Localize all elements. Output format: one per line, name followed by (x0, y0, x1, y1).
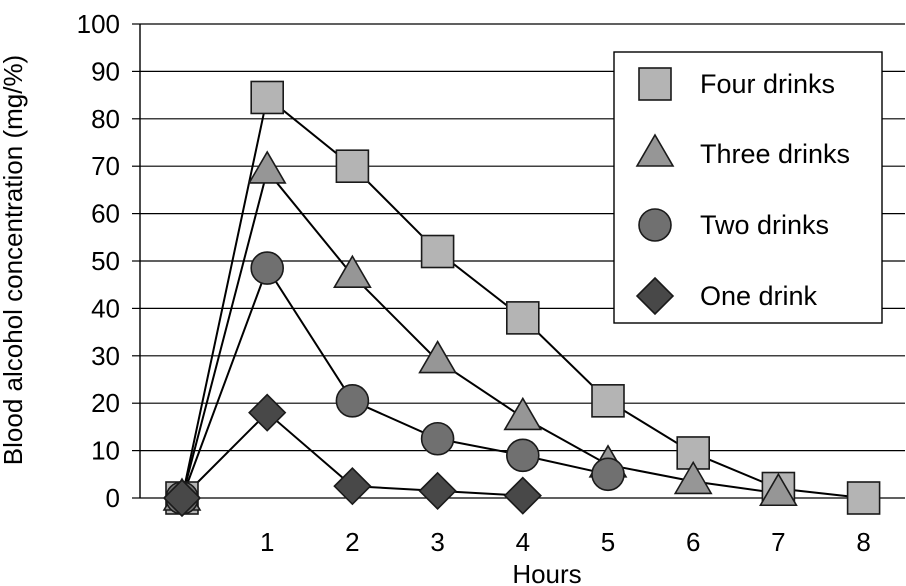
legend-marker-three-drinks (635, 133, 675, 167)
x-tick-label-6: 6 (686, 527, 700, 557)
point-four-drinks-2 (335, 149, 370, 183)
y-tick-label-90: 90 (91, 56, 120, 86)
point-one-drink-2 (333, 467, 372, 506)
legend-label-two-drinks: Two drinks (700, 210, 829, 240)
y-tick-label-0: 0 (106, 483, 120, 513)
x-axis-title: Hours (512, 559, 581, 586)
legend-label-three-drinks: Three drinks (700, 139, 850, 169)
point-four-drinks-5 (591, 384, 625, 418)
legend: Four drinks Three drinks Two drinks One dri… (613, 51, 883, 324)
point-three-drinks-3 (418, 339, 457, 374)
series-line-three-drinks (181, 168, 779, 499)
point-four-drinks-8 (846, 481, 881, 515)
y-tick-label-80: 80 (91, 104, 120, 134)
y-axis-title: Blood alcohol concentration (mg/%) (0, 55, 28, 465)
point-four-drinks-3 (420, 234, 455, 269)
point-two-drinks-3 (420, 421, 455, 456)
legend-marker-four-drinks (638, 67, 672, 101)
x-tick-label-2: 2 (345, 527, 359, 557)
point-two-drinks-2 (335, 384, 370, 418)
point-three-drinks-7 (759, 472, 798, 507)
x-tick-label-1: 1 (260, 527, 274, 557)
legend-label-one-drink: One drink (700, 281, 818, 311)
point-four-drinks-4 (505, 301, 540, 335)
x-tick-labels: 1 2 3 4 5 6 7 8 (260, 527, 871, 557)
legend-marker-two-drinks (638, 208, 672, 242)
point-one-drink-3 (418, 471, 457, 511)
x-tick-label-8: 8 (856, 527, 870, 557)
y-tick-label-100: 100 (77, 9, 120, 39)
x-tick-label-3: 3 (430, 527, 444, 557)
point-three-drinks-6 (673, 460, 713, 495)
y-tick-label-40: 40 (91, 293, 120, 323)
legend-marker-one-drink (635, 276, 675, 316)
y-tick-labels: 0 10 20 30 40 50 60 70 80 90 100 (77, 9, 120, 513)
x-tick-label-5: 5 (601, 527, 615, 557)
series-layer (162, 80, 881, 518)
y-tick-label-70: 70 (91, 151, 120, 181)
point-one-drink-1 (248, 393, 287, 432)
x-tick-label-7: 7 (771, 527, 785, 557)
point-one-drink-0 (162, 478, 202, 518)
point-three-drinks-4 (503, 396, 543, 431)
point-two-drinks-5 (591, 457, 625, 492)
y-tick-label-30: 30 (91, 341, 120, 371)
point-four-drinks-1 (250, 80, 284, 115)
point-two-drinks-4 (505, 438, 540, 473)
series-line-two-drinks (181, 265, 609, 499)
axes (139, 24, 141, 498)
point-two-drinks-1 (250, 251, 285, 285)
y-tick-label-60: 60 (91, 199, 120, 229)
point-three-drinks-1 (247, 150, 287, 184)
y-tick-label-50: 50 (91, 246, 120, 276)
y-tick-label-10: 10 (91, 436, 120, 466)
point-three-drinks-2 (333, 254, 372, 289)
legend-label-four-drinks: Four drinks (700, 69, 835, 99)
point-one-drink-4 (503, 476, 542, 515)
y-tick-label-20: 20 (91, 388, 120, 418)
x-tick-label-4: 4 (516, 527, 530, 557)
